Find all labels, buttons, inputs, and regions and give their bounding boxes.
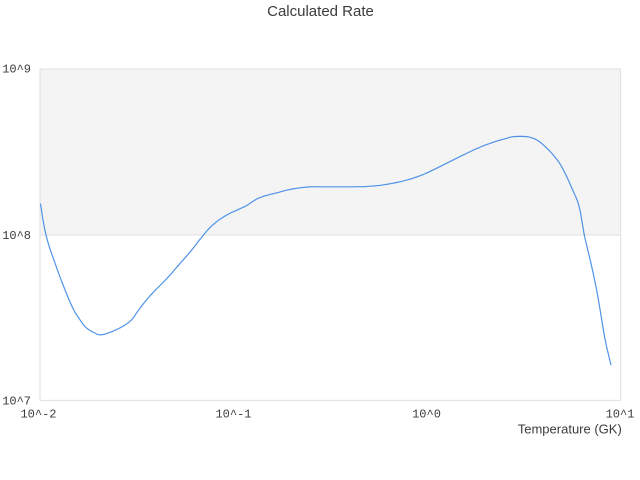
svg-text:10^8: 10^8	[2, 229, 31, 243]
svg-text:10^9: 10^9	[2, 63, 31, 77]
svg-text:10^1: 10^1	[606, 408, 635, 422]
svg-text:10^0: 10^0	[412, 408, 441, 422]
svg-text:10^-1: 10^-1	[215, 408, 251, 422]
svg-text:Temperature (GK): Temperature (GK)	[518, 422, 622, 437]
svg-text:10^7: 10^7	[2, 395, 31, 409]
svg-text:10^-2: 10^-2	[20, 408, 56, 422]
svg-text:Calculated Rate: Calculated Rate	[267, 3, 374, 20]
